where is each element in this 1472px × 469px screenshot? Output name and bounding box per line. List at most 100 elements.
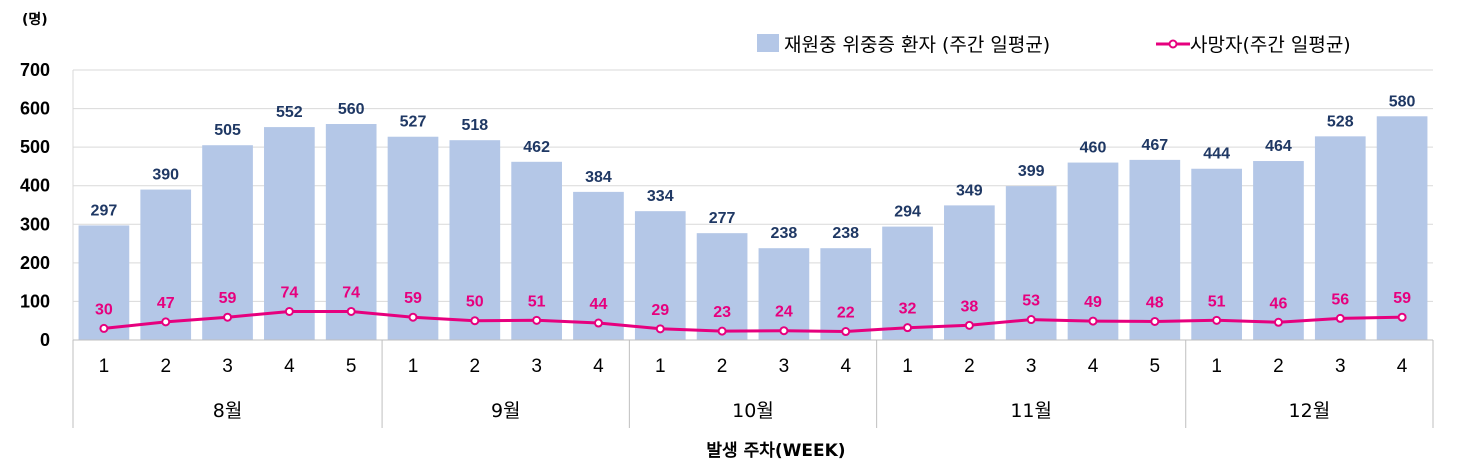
y-tick-label: 100 <box>20 291 50 311</box>
y-tick-label: 0 <box>40 330 50 350</box>
line-point <box>1212 315 1222 325</box>
x-axis: 1 2 3 4 5 1 2 3 4 1 2 3 4 1 2 3 4 5 1 2 3 4 8월 9월 10월 11월 12월 <box>72 339 1434 428</box>
legend-line-label: 사망자(주간 일평균) <box>1190 34 1351 56</box>
legend-bar-swatch <box>757 34 779 52</box>
line-point <box>284 306 294 316</box>
bar <box>449 140 501 340</box>
bar-value-label: 349 <box>956 182 983 199</box>
line-point <box>1335 313 1345 323</box>
x-tick-label: 3 <box>1335 356 1346 377</box>
line-point <box>1273 317 1283 327</box>
line-value-label: 30 <box>95 301 113 318</box>
line-value-label: 23 <box>713 304 731 321</box>
line-point <box>408 312 418 322</box>
x-tick-label: 4 <box>1088 356 1099 377</box>
bar <box>573 191 624 340</box>
bar-value-label: 399 <box>1018 163 1045 180</box>
bar-value-label: 238 <box>832 225 859 242</box>
bar <box>1253 161 1304 340</box>
x-tick-label: 5 <box>1150 356 1161 377</box>
line-point <box>655 324 665 334</box>
line-value-label: 59 <box>404 290 422 307</box>
line-value-label: 29 <box>651 302 669 319</box>
line-point <box>717 326 727 336</box>
month-group-label: 12월 <box>1289 400 1331 422</box>
line-point <box>964 320 974 330</box>
line-point <box>1088 316 1098 326</box>
bar-value-label: 334 <box>647 188 674 205</box>
bar <box>1129 159 1181 340</box>
line-value-label: 47 <box>157 295 175 312</box>
line-value-label: 24 <box>775 304 793 321</box>
x-tick-label: 3 <box>222 356 233 377</box>
x-tick-label: 1 <box>655 356 666 377</box>
x-tick-label: 2 <box>1273 356 1284 377</box>
line-value-label: 48 <box>1146 294 1164 311</box>
x-tick-label: 3 <box>1026 356 1037 377</box>
line-point <box>779 326 789 336</box>
line-point <box>223 312 233 322</box>
line-value-label: 32 <box>899 301 917 318</box>
line-point <box>841 327 851 337</box>
bar <box>1314 136 1366 340</box>
line-point <box>1150 316 1160 326</box>
bar-value-label: 384 <box>585 169 612 186</box>
bar <box>1005 186 1057 340</box>
y-axis-tick-labels: 0 100 200 300 400 500 600 700 <box>20 60 50 350</box>
y-tick-label: 500 <box>20 137 50 157</box>
bar <box>511 161 562 340</box>
bar <box>882 226 933 340</box>
x-tick-label: 1 <box>1211 356 1222 377</box>
bar <box>1067 162 1119 340</box>
line-point <box>532 315 542 325</box>
bar-value-label: 238 <box>771 225 798 242</box>
x-tick-label: 1 <box>408 356 419 377</box>
bar <box>758 248 810 340</box>
x-tick-label: 4 <box>284 356 295 377</box>
bar <box>264 127 315 340</box>
legend: 재원중 위중증 환자 (주간 일평균) 사망자(주간 일평균) <box>757 34 1351 56</box>
bar-value-label: 444 <box>1203 146 1230 163</box>
line-value-label: 59 <box>219 290 237 307</box>
y-axis-unit-label: (명) <box>22 11 48 28</box>
bar-value-label: 560 <box>338 101 365 118</box>
death-line <box>103 310 1403 334</box>
y-tick-label: 700 <box>20 60 50 80</box>
bar-value-label: 505 <box>214 122 241 139</box>
line-value-label: 53 <box>1022 293 1040 310</box>
line-value-label: 38 <box>960 298 978 315</box>
bar-value-label: 552 <box>276 104 303 121</box>
x-axis-title: 발생 주차(WEEK) <box>706 441 845 461</box>
bar-value-label: 390 <box>152 167 179 184</box>
y-tick-label: 600 <box>20 99 50 119</box>
bar <box>140 189 192 340</box>
bar <box>78 225 130 340</box>
line-value-label: 74 <box>280 284 298 301</box>
line-point <box>903 323 913 333</box>
line-point <box>346 306 356 316</box>
bar-series <box>78 116 1428 341</box>
line-value-label: 51 <box>528 293 546 310</box>
bar-value-label: 294 <box>894 204 921 221</box>
line-point <box>1397 312 1407 322</box>
bar-value-label: 297 <box>91 202 118 219</box>
x-tick-label: 3 <box>531 356 542 377</box>
legend-line-marker <box>1168 39 1178 49</box>
x-tick-label: 1 <box>902 356 913 377</box>
x-tick-label: 4 <box>840 356 851 377</box>
line-value-label: 56 <box>1331 291 1349 308</box>
month-group-label: 11월 <box>1010 400 1052 422</box>
legend-bar-label: 재원중 위중증 환자 (주간 일평균) <box>784 34 1050 56</box>
bar-value-label: 464 <box>1265 138 1292 155</box>
x-tick-label: 4 <box>593 356 604 377</box>
line-data-labels: 30 47 59 74 74 59 50 51 44 29 23 24 22 32 38 53 49 48 51 46… <box>95 284 1411 321</box>
bar <box>696 233 748 340</box>
line-value-label: 59 <box>1393 290 1411 307</box>
bar <box>634 211 686 340</box>
y-tick-label: 400 <box>20 176 50 196</box>
month-group-label: 9월 <box>491 400 521 422</box>
bar <box>1376 116 1428 341</box>
bar-value-label: 527 <box>400 114 427 131</box>
x-tick-label: 2 <box>160 356 171 377</box>
bar-value-label: 580 <box>1389 93 1416 110</box>
